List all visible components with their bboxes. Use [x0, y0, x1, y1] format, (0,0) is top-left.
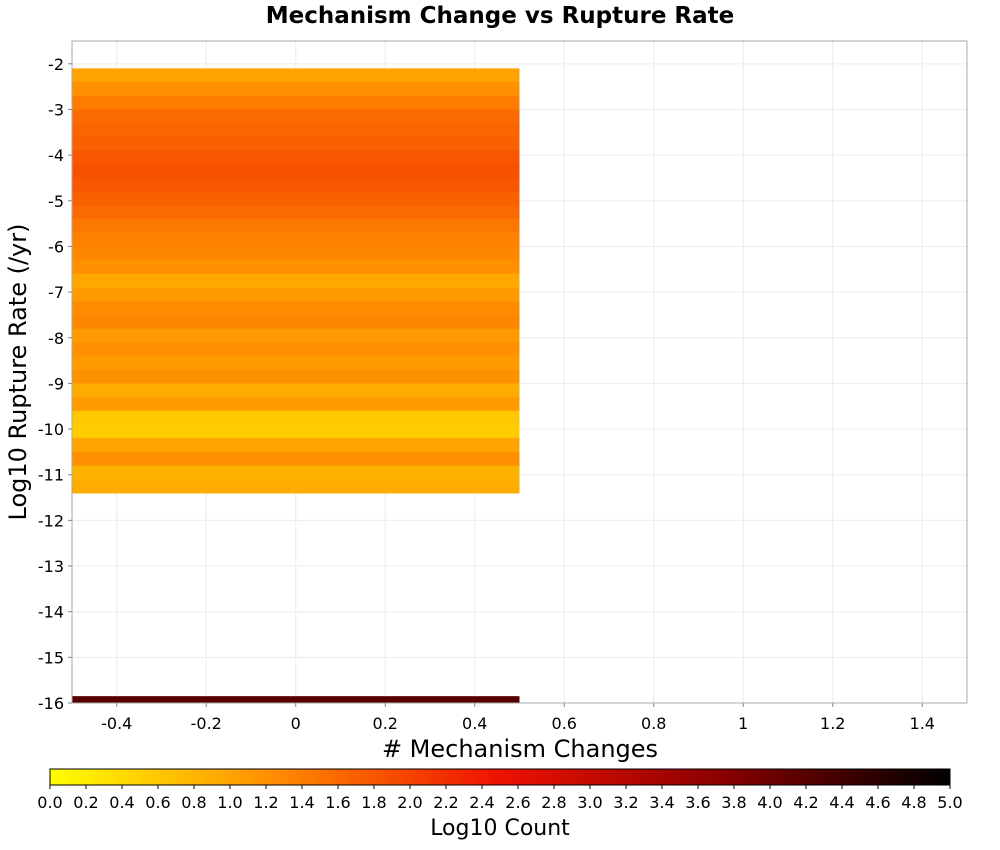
colorbar-tick-label: 2.8	[541, 793, 566, 812]
heatmap-cell	[72, 68, 520, 83]
heatmap-cell	[72, 696, 520, 704]
colorbar-tick-label: 3.0	[577, 793, 602, 812]
x-tick-label: 0.2	[373, 714, 398, 733]
colorbar-tick-label: 4.4	[829, 793, 854, 812]
y-tick-label: -13	[38, 557, 64, 576]
heatmap-cell	[72, 479, 520, 494]
heatmap-cell	[72, 164, 520, 179]
colorbar-tick-label: 0.2	[73, 793, 98, 812]
heatmap-cell	[72, 136, 520, 152]
colorbar-tick-label: 3.4	[649, 793, 674, 812]
heatmap-cell	[72, 314, 520, 330]
heatmap-cell	[72, 424, 520, 439]
y-tick-label: -6	[48, 237, 64, 256]
heatmap-cell	[72, 287, 520, 302]
colorbar-tick-label: 1.2	[253, 793, 278, 812]
heatmap-cell	[72, 123, 520, 138]
heatmap-cell	[72, 177, 520, 193]
colorbar-tick-label: 2.2	[433, 793, 458, 812]
y-tick-label: -8	[48, 329, 64, 348]
y-tick-label: -7	[48, 283, 64, 302]
colorbar-tick-label: 4.2	[793, 793, 818, 812]
y-axis-label: Log10 Rupture Rate (/yr)	[4, 224, 32, 521]
x-axis-label: # Mechanism Changes	[382, 735, 658, 763]
x-tick-label: 0	[291, 714, 301, 733]
plot-frame	[71, 40, 968, 704]
colorbar-tick-label: 0.8	[181, 793, 206, 812]
y-tick-label: -16	[38, 694, 64, 713]
x-axis-ticks: -0.4 -0.2 0 0.2 0.4 0.6 0.8 1 1.2 1.4	[101, 703, 935, 733]
heatmap-cell	[72, 95, 520, 110]
colorbar-tick-label: 2.6	[505, 793, 530, 812]
heatmap-cell	[72, 150, 520, 165]
x-tick-label: 1.4	[910, 714, 935, 733]
x-tick-label: -0.2	[191, 714, 222, 733]
y-tick-label: -15	[38, 648, 64, 667]
colorbar-tick-label: 2.4	[469, 793, 494, 812]
heatmap-cell	[72, 232, 520, 247]
y-tick-label: -2	[48, 55, 64, 74]
y-tick-label: -9	[48, 374, 64, 393]
chart-title: Mechanism Change vs Rupture Rate	[266, 3, 735, 29]
heatmap-cell	[72, 397, 520, 412]
x-tick-label: -0.4	[101, 714, 132, 733]
colorbar-tick-label: 3.6	[685, 793, 710, 812]
heatmap-cell	[72, 342, 520, 357]
colorbar	[49, 768, 951, 786]
colorbar-tick-label: 3.2	[613, 793, 638, 812]
x-tick-label: 0.8	[641, 714, 666, 733]
colorbar-tick-label: 2.0	[397, 793, 422, 812]
colorbar-tick-label: 1.8	[361, 793, 386, 812]
heatmap-cell	[72, 260, 520, 275]
y-tick-label: -4	[48, 146, 64, 165]
y-axis-ticks: -2 -3 -4 -5 -6 -7 -8 -9 -10 -11 -12 -13 -14 -15 -16	[38, 55, 72, 713]
heatmap-cells	[72, 68, 520, 704]
colorbar-tick-label: 0.0	[37, 793, 62, 812]
y-tick-label: -3	[48, 100, 64, 119]
colorbar-tick-label: 4.8	[901, 793, 926, 812]
heatmap-cell	[72, 369, 520, 384]
heatmap-cell	[72, 451, 520, 467]
x-tick-label: 1.2	[820, 714, 845, 733]
heatmap-cell	[72, 301, 520, 316]
heatmap-cell	[72, 246, 520, 261]
colorbar-tick-label: 4.0	[757, 793, 782, 812]
colorbar-ticks: 0.0 0.2 0.4 0.6 0.8 1.0 1.2 1.4 1.6 1.8 2.0 2.2 2.4 2…	[37, 785, 963, 812]
heatmap-cell	[72, 82, 520, 97]
heatmap-cell	[72, 219, 520, 234]
colorbar-tick-label: 0.6	[145, 793, 170, 812]
colorbar-tick-label: 1.4	[289, 793, 314, 812]
heatmap-cell	[72, 328, 520, 343]
colorbar-tick-label: 1.6	[325, 793, 350, 812]
colorbar-label: Log10 Count	[430, 816, 570, 841]
y-tick-label: -14	[38, 603, 64, 622]
heatmap-cell	[72, 438, 520, 453]
y-tick-label: -10	[38, 420, 64, 439]
colorbar-tick-label: 4.6	[865, 793, 890, 812]
y-tick-label: -12	[38, 511, 64, 530]
heatmap-cell	[72, 273, 520, 289]
colorbar-tick-label: 1.0	[217, 793, 242, 812]
colorbar-tick-label: 3.8	[721, 793, 746, 812]
heatmap-cell	[72, 191, 520, 206]
heatmap-cell	[72, 410, 520, 426]
heatmap-cell	[72, 383, 520, 398]
colorbar-tick-label: 5.0	[937, 793, 962, 812]
x-tick-label: 0.4	[462, 714, 487, 733]
y-tick-label: -11	[38, 466, 64, 485]
heatmap-cell	[72, 356, 520, 371]
x-tick-label: 0.6	[552, 714, 577, 733]
heatmap-cell	[72, 205, 520, 220]
heatmap-cell	[72, 465, 520, 480]
y-tick-label: -5	[48, 192, 64, 211]
heatmap-cell	[72, 109, 520, 124]
x-tick-label: 1	[738, 714, 748, 733]
colorbar-tick-label: 0.4	[109, 793, 134, 812]
